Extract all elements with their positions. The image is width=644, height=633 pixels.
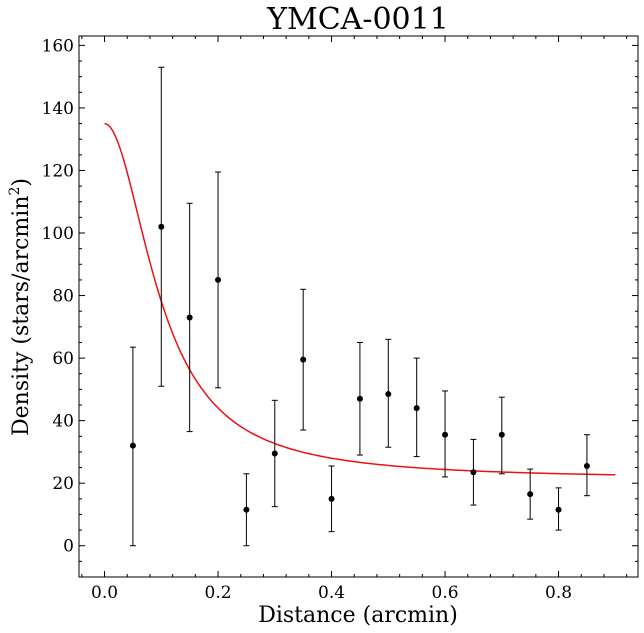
x-tick-label: 0.2 [205, 583, 232, 603]
data-point [470, 469, 477, 476]
y-tick-label: 40 [52, 412, 74, 432]
y-axis-label: Density (stars/arcmin2) [7, 178, 34, 436]
data-points [129, 223, 590, 513]
data-point [158, 223, 165, 230]
plot-frame [78, 35, 639, 578]
chart-title: YMCA-0011 [266, 2, 449, 37]
data-point [215, 276, 222, 283]
data-point [271, 450, 278, 457]
y-tick-label: 20 [52, 474, 74, 494]
data-point [498, 431, 505, 438]
error-bars [129, 66, 590, 547]
x-tick-label: 0.6 [432, 583, 459, 603]
y-tick-label: 160 [42, 36, 74, 56]
data-point [555, 506, 562, 513]
data-point [385, 391, 392, 398]
x-axis-label: Distance (arcmin) [258, 603, 458, 628]
data-point [243, 506, 250, 513]
data-point [356, 395, 363, 402]
x-tick-label: 0.4 [318, 583, 345, 603]
data-point [129, 442, 136, 449]
data-point [300, 356, 307, 363]
y-tick-label: 80 [52, 287, 74, 307]
y-tick-label: 140 [42, 99, 74, 119]
axis-ticks [79, 36, 638, 577]
y-axis-label-main: Density (stars/arcmin [9, 196, 34, 437]
y-tick-label: 120 [42, 161, 74, 181]
y-tick-labels: 0 20 40 60 80 100 120 140 160 [42, 36, 74, 556]
y-tick-label: 100 [42, 224, 74, 244]
data-point [328, 495, 335, 502]
x-tick-label: 0.0 [91, 583, 118, 603]
x-tick-labels: 0.0 0.2 0.4 0.6 0.8 [91, 583, 572, 603]
data-point [186, 314, 193, 321]
data-point [413, 405, 420, 412]
y-tick-label: 60 [52, 349, 74, 369]
data-point [442, 431, 449, 438]
y-axis-label-close: ) [9, 178, 34, 187]
data-point [527, 491, 534, 498]
x-tick-label: 0.8 [545, 583, 572, 603]
data-point [583, 462, 590, 469]
y-tick-label: 0 [63, 537, 74, 557]
y-axis-label-superscript: 2 [7, 187, 23, 196]
